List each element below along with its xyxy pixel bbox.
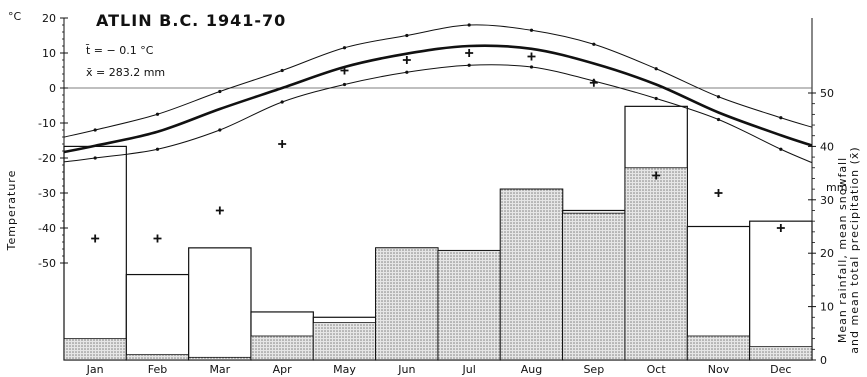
- month-label-jul: Jul: [462, 363, 476, 376]
- temp-point: [467, 63, 471, 67]
- extreme-marker-jun: [402, 56, 411, 64]
- precip-tick-label: 20: [820, 247, 834, 260]
- temp-point: [93, 128, 97, 132]
- temp-tick-label: -30: [38, 187, 56, 200]
- month-label-sep: Sep: [583, 363, 604, 376]
- temp-point: [592, 42, 596, 46]
- temp-point: [654, 67, 658, 71]
- axes: 20 10 0 -10 -20 -30 -40 -50 0 10 20 30 40 50: [38, 12, 834, 367]
- temp-tick-label: 10: [42, 47, 56, 60]
- temp-point: [716, 95, 721, 99]
- precip-unit-label: mm: [826, 181, 847, 194]
- title: ATLIN B.C. 1941-70: [96, 11, 286, 30]
- month-label-feb: Feb: [148, 363, 167, 376]
- temp-point: [218, 128, 222, 132]
- rainfall-bar-oct: [624, 167, 688, 361]
- precip-total-bar-dec: [749, 220, 813, 361]
- extreme-marker-may: [340, 66, 349, 75]
- temp-point: [342, 46, 347, 50]
- month-label-dec: Dec: [770, 363, 791, 376]
- temp-point: [155, 112, 160, 116]
- chart-title: ATLIN B.C. 1941-70 t̄ = − 0.1 °C x̄ = 28…: [85, 11, 286, 79]
- precip-tick-label: 50: [820, 87, 834, 100]
- temp-point: [342, 82, 347, 87]
- rainfall-bar-apr: [250, 335, 314, 361]
- extreme-marker-jul: [465, 49, 474, 57]
- precip-tick-label: 30: [820, 194, 834, 207]
- temp-point: [654, 96, 658, 101]
- temp-point: [280, 68, 284, 73]
- extreme-marker-feb: [153, 234, 162, 243]
- temp-point: [405, 33, 409, 38]
- extreme-marker-oct: [652, 171, 661, 180]
- month-label-oct: Oct: [647, 363, 667, 376]
- precip-tick-label: 40: [820, 140, 834, 153]
- rainfall-bar-may: [312, 322, 377, 361]
- temp-tick-label: -20: [38, 152, 56, 165]
- temp-point: [716, 117, 721, 122]
- temp-point: [218, 89, 222, 94]
- rainfall-bar-nov: [686, 335, 751, 361]
- temp-tick-label: -10: [38, 117, 56, 130]
- extreme-marker-dec: [776, 224, 785, 232]
- extreme-marker-apr: [278, 140, 287, 148]
- month-label-apr: Apr: [273, 363, 293, 376]
- temp-unit-label: °C: [8, 10, 22, 23]
- precip-total-bar-feb: [125, 273, 190, 361]
- rainfall-bar-jul: [437, 250, 501, 361]
- rainfall-bar-feb: [125, 354, 190, 361]
- month-label-aug: Aug: [521, 363, 542, 376]
- precip-tick-label: 0: [820, 354, 827, 367]
- extreme-marker-jan: [91, 234, 100, 243]
- mean-precip-annotation: x̄ = 283.2 mm: [86, 66, 165, 79]
- extreme-marker-aug: [527, 52, 536, 61]
- month-label-may: May: [333, 363, 356, 376]
- precip-tick-label: 10: [820, 301, 834, 314]
- precip-axis-label-line1: Mean rainfall, mean snowfall: [836, 157, 849, 343]
- extreme-marker-mar: [215, 206, 224, 215]
- temp-tick-label: 20: [42, 12, 56, 25]
- temperature-lines: [63, 23, 813, 164]
- temp-point: [405, 70, 409, 74]
- mean-temp-line: [63, 44, 813, 154]
- temp-point: [280, 100, 284, 104]
- extreme-marker-sep: [589, 78, 598, 87]
- precip-total-bar-jan: [63, 145, 127, 361]
- precipitation-bars: [63, 105, 813, 361]
- precip-axis-label-line2: and mean total precipitation (x̄): [848, 146, 861, 353]
- rainfall-bar-jun: [375, 247, 439, 361]
- precip-total-bar-mar: [188, 247, 252, 361]
- temperature-extremes: [91, 49, 785, 243]
- temp-point: [467, 23, 471, 27]
- rainfall-bar-jan: [63, 338, 127, 361]
- mean-max-temp-line: [63, 24, 813, 138]
- temp-point: [155, 147, 160, 151]
- temp-tick-label: -40: [38, 222, 56, 235]
- month-label-jun: Jun: [397, 363, 415, 376]
- mean-min-temp-line: [63, 64, 813, 164]
- temp-point: [529, 28, 534, 32]
- rainfall-bar-dec: [749, 346, 813, 361]
- extreme-marker-nov: [714, 189, 723, 197]
- month-label-mar: Mar: [209, 363, 230, 376]
- temp-tick-label: -50: [38, 257, 56, 270]
- temp-point: [529, 65, 534, 69]
- temp-point: [779, 147, 783, 151]
- temp-point: [93, 156, 97, 160]
- month-label-nov: Nov: [708, 363, 730, 376]
- temp-tick-label: 0: [49, 82, 56, 95]
- month-labels: Jan Feb Mar Apr May Jun Jul Aug Sep Oct Nov Dec: [86, 363, 792, 376]
- rainfall-bar-sep: [562, 212, 626, 361]
- temperature-axis-label: Temperature: [5, 170, 18, 252]
- month-label-jan: Jan: [86, 363, 104, 376]
- temp-point: [779, 116, 783, 120]
- mean-temp-annotation: t̄ = − 0.1 °C: [85, 44, 153, 57]
- rainfall-bar-aug: [499, 188, 564, 361]
